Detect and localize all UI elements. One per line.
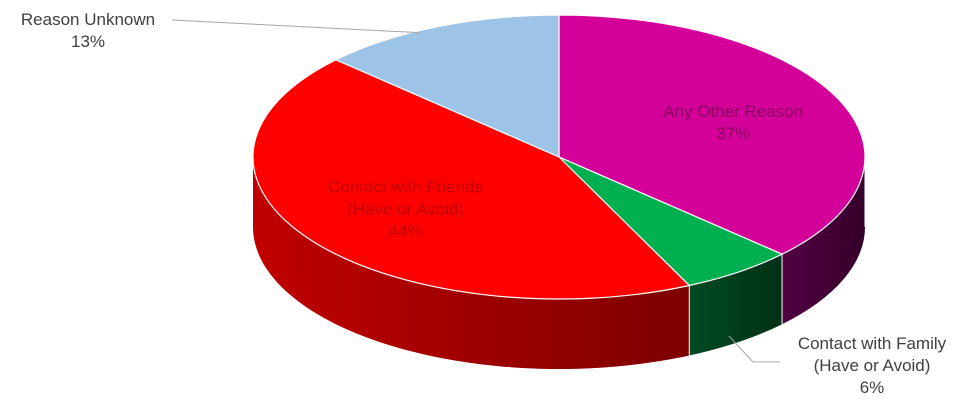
category-label-any-other-reason-1: Any Other Reason (663, 102, 803, 121)
side-contact-with-family-have-or-avoid-shade (689, 254, 783, 356)
category-label-reason-unknown-1: Reason Unknown (21, 10, 155, 29)
leader-line-contact-with-family-have-or-avoid (728, 335, 780, 363)
slice-any-other-reason (558, 14, 866, 255)
side-any-other-reason-shade (782, 157, 865, 325)
value-label-reason-unknown: 13% (71, 32, 105, 51)
slice-contact-with-friends-have-or-avoid (252, 59, 690, 300)
slice-labels: Any Other Reason 37% Contact with Family (H… (21, 10, 947, 397)
side-contact-with-friends-have-or-avoid-shade (252, 157, 690, 370)
slice-reason-unknown (335, 14, 560, 158)
value-label-contact-with-friends-have-or-avoid: 44% (388, 222, 422, 241)
category-label-contact-with-family-have-or-avoid-2: (Have or Avoid) (814, 356, 931, 375)
leader-lines (171, 19, 780, 363)
category-label-contact-with-friends-have-or-avoid-1: Contact with Friends (328, 178, 483, 197)
pie-sides (252, 157, 866, 370)
leader-line-reason-unknown (171, 19, 420, 34)
category-label-contact-with-family-have-or-avoid-1: Contact with Family (798, 334, 947, 353)
category-label-contact-with-friends-have-or-avoid-2: (Have or Avoid) (347, 200, 464, 219)
pie-tops (252, 14, 866, 300)
value-label-contact-with-family-have-or-avoid: 6% (860, 378, 885, 397)
value-label-any-other-reason: 37% (716, 124, 750, 143)
